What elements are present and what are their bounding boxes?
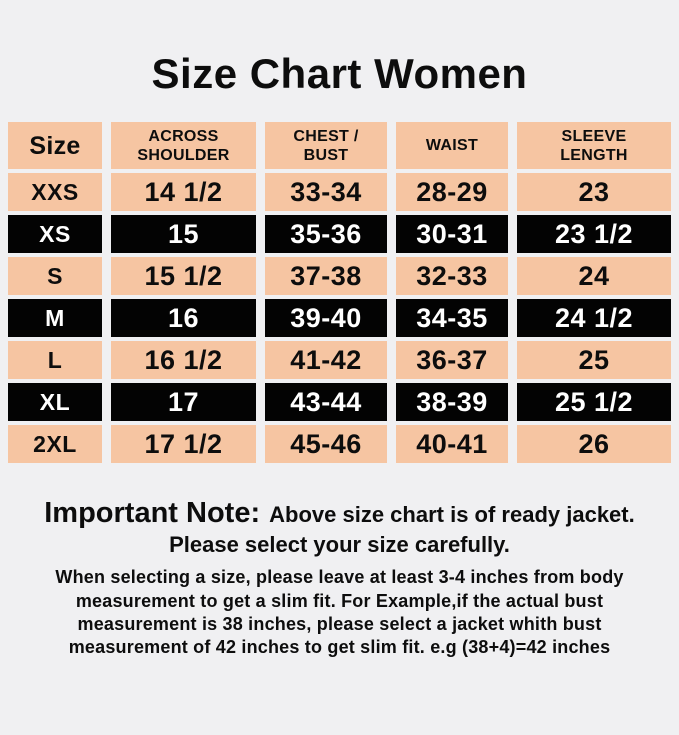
note-headline: Above size chart is of ready jacket.: [269, 502, 635, 528]
sleeve-length-value: 25 1/2: [517, 383, 671, 422]
column-header-sleeve-length: SLEEVE LENGTH: [517, 122, 671, 170]
chest-bust-value: 45-46: [265, 425, 387, 464]
size-label: S: [8, 257, 102, 296]
across-shoulder-value: 16: [111, 299, 256, 338]
sleeve-length-value: 24 1/2: [517, 299, 671, 338]
waist-value: 40-41: [396, 425, 508, 464]
waist-value: 38-39: [396, 383, 508, 422]
size-label: M: [8, 299, 102, 338]
chest-bust-value: 35-36: [265, 215, 387, 254]
waist-value: 34-35: [396, 299, 508, 338]
size-label: XXS: [8, 173, 102, 212]
across-shoulder-value: 15 1/2: [111, 257, 256, 296]
note-subheadline: Please select your size carefully.: [169, 532, 510, 558]
size-label: L: [8, 341, 102, 380]
note-paragraph: When selecting a size, please leave at l…: [55, 567, 624, 658]
chest-bust-value: 39-40: [265, 299, 387, 338]
column-header-across-shoulder: ACROSS SHOULDER: [111, 122, 256, 170]
important-note-section: Important Note: Above size chart is of re…: [0, 497, 679, 660]
column-header-chest-bust: CHEST / BUST: [265, 122, 387, 170]
sleeve-length-value: 26: [517, 425, 671, 464]
chest-bust-value: 33-34: [265, 173, 387, 212]
across-shoulder-value: 17 1/2: [111, 425, 256, 464]
sleeve-length-value: 24: [517, 257, 671, 296]
sleeve-length-value: 25: [517, 341, 671, 380]
across-shoulder-value: 17: [111, 383, 256, 422]
size-chart-table: Size ACROSS SHOULDER CHEST / BUST WAIST …: [8, 122, 671, 464]
size-label: 2XL: [8, 425, 102, 464]
across-shoulder-value: 14 1/2: [111, 173, 256, 212]
chest-bust-value: 43-44: [265, 383, 387, 422]
column-header-size: Size: [8, 122, 102, 170]
page-title: Size Chart Women: [151, 50, 528, 97]
waist-value: 32-33: [396, 257, 508, 296]
size-label: XS: [8, 215, 102, 254]
waist-value: 30-31: [396, 215, 508, 254]
note-headline-line: Important Note: Above size chart is of re…: [0, 497, 679, 530]
chest-bust-value: 37-38: [265, 257, 387, 296]
across-shoulder-value: 16 1/2: [111, 341, 256, 380]
across-shoulder-value: 15: [111, 215, 256, 254]
waist-value: 36-37: [396, 341, 508, 380]
sleeve-length-value: 23 1/2: [517, 215, 671, 254]
chest-bust-value: 41-42: [265, 341, 387, 380]
column-header-waist: WAIST: [396, 122, 508, 170]
note-title: Important Note:: [44, 497, 261, 530]
waist-value: 28-29: [396, 173, 508, 212]
size-label: XL: [8, 383, 102, 422]
sleeve-length-value: 23: [517, 173, 671, 212]
